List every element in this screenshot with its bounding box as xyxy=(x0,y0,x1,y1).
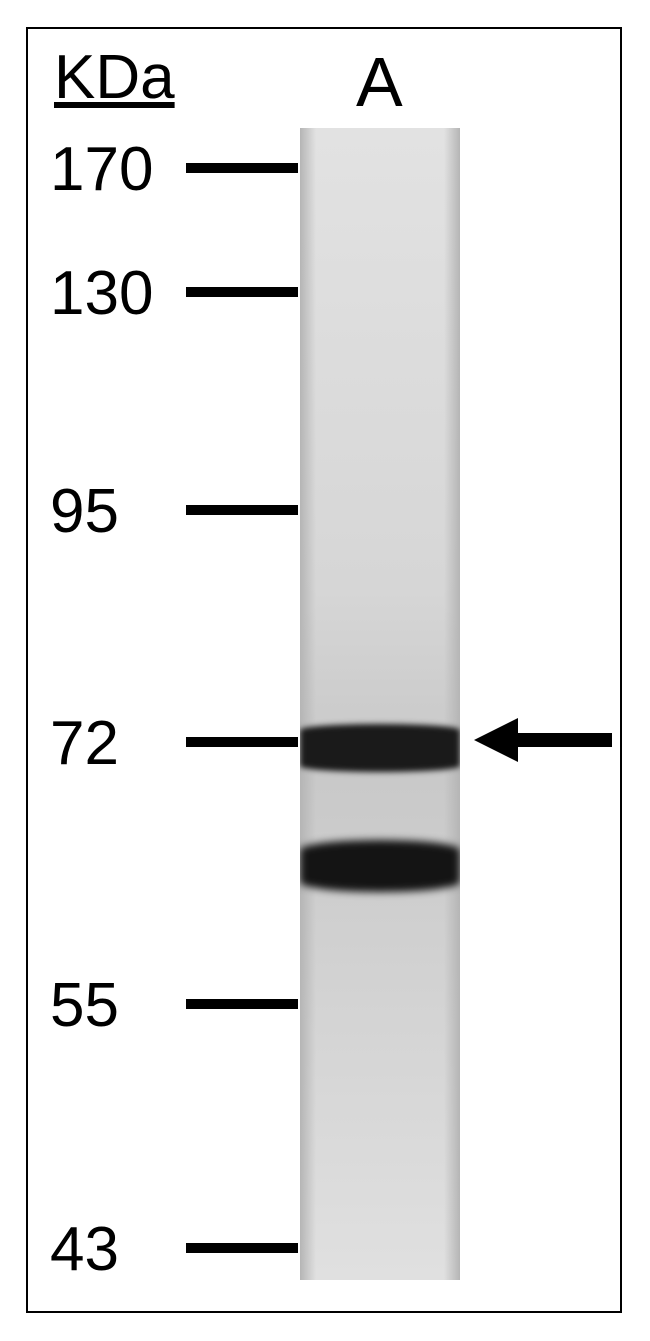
arrow-shaft xyxy=(518,733,612,747)
ladder-marker-label: 43 xyxy=(50,1214,119,1285)
ladder-marker-label: 130 xyxy=(50,258,153,329)
blot-band xyxy=(300,724,460,772)
axis-title: KDa xyxy=(54,42,175,113)
blot-lane xyxy=(300,128,460,1280)
ladder-tick xyxy=(186,999,298,1009)
target-arrow xyxy=(474,718,612,762)
ladder-marker-label: 170 xyxy=(50,134,153,205)
ladder-marker-label: 95 xyxy=(50,476,119,547)
arrow-head-icon xyxy=(474,718,518,762)
lane-label: A xyxy=(356,42,403,122)
ladder-tick xyxy=(186,1243,298,1253)
ladder-marker-label: 72 xyxy=(50,708,119,779)
blot-band xyxy=(300,840,460,892)
ladder-tick xyxy=(186,163,298,173)
ladder-tick xyxy=(186,287,298,297)
ladder-marker-label: 55 xyxy=(50,970,119,1041)
ladder-tick xyxy=(186,505,298,515)
ladder-tick xyxy=(186,737,298,747)
